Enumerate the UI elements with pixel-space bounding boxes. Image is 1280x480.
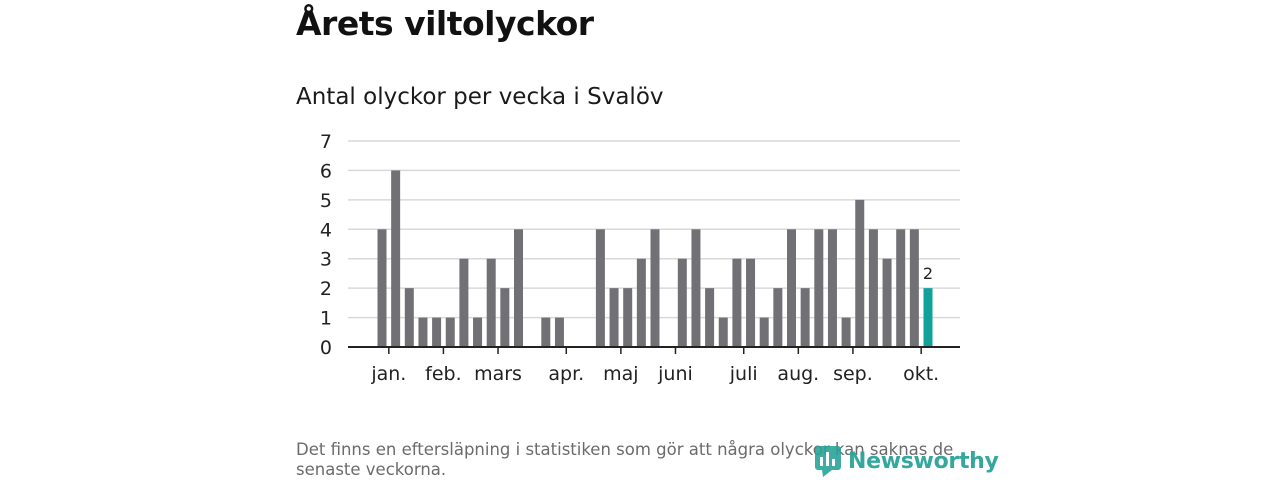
x-tick-label: mars (474, 363, 522, 385)
y-tick-label: 6 (320, 160, 332, 182)
bar (459, 258, 469, 347)
bar (377, 229, 387, 347)
newsworthy-chart-icon (815, 446, 841, 477)
bar-highlight (923, 288, 933, 347)
x-tick-label: okt. (903, 363, 939, 385)
x-tick-label: feb. (425, 363, 461, 385)
bar (623, 288, 633, 347)
bar (773, 288, 783, 347)
bar (609, 288, 619, 347)
bar (691, 229, 701, 347)
bar (868, 229, 878, 347)
bar (746, 258, 756, 347)
x-tick-label: maj (603, 363, 638, 385)
bar (827, 229, 837, 347)
bar (404, 288, 414, 347)
bar (718, 317, 728, 347)
bar (909, 229, 919, 347)
bar (787, 229, 796, 347)
logo-text: Newsworthy (848, 448, 999, 474)
data-labels: 2 (923, 264, 933, 283)
y-tick-label: 5 (320, 190, 332, 212)
x-axis-ticks: jan. feb. mars apr. maj juni juli aug. sep. okt. (370, 347, 939, 385)
bar (896, 229, 906, 347)
y-tick-label: 2 (320, 278, 332, 300)
bar (445, 317, 455, 347)
bars (348, 170, 960, 348)
x-tick-label: aug. (777, 363, 819, 385)
bar (500, 288, 510, 347)
bar (705, 288, 715, 347)
bar (473, 317, 483, 347)
bar (432, 317, 442, 347)
bar (732, 258, 742, 347)
footnote: Det finns en eftersläpning i statistiken… (296, 440, 954, 479)
bar (882, 258, 892, 347)
bar (418, 317, 428, 347)
x-tick-label: juli (729, 363, 758, 385)
bar (814, 229, 824, 347)
bar (800, 288, 810, 347)
bar (514, 229, 523, 347)
y-tick-label: 4 (320, 219, 332, 241)
y-axis-ticks: 0 1 2 3 4 5 6 7 (320, 131, 332, 359)
bar (554, 317, 564, 347)
bar (391, 170, 401, 347)
bar (541, 317, 551, 347)
bar (486, 258, 496, 347)
bar (595, 229, 605, 347)
x-tick-label: juni (657, 363, 693, 385)
bar (855, 199, 865, 347)
bar (650, 229, 660, 347)
y-tick-label: 0 (320, 337, 332, 359)
bar (759, 317, 769, 347)
y-tick-label: 3 (320, 249, 332, 271)
bar-chart: 0 1 2 3 4 5 6 7 2 jan. feb. mars apr. maj juni juli au… (320, 131, 960, 385)
bar-data-label: 2 (923, 264, 933, 283)
newsworthy-logo: Newsworthy (814, 444, 999, 478)
y-tick-label: 7 (320, 131, 332, 153)
bar (677, 258, 687, 347)
bar (636, 258, 646, 347)
page-title: Årets viltolyckor (296, 4, 594, 43)
bar (841, 317, 851, 347)
x-tick-label: apr. (548, 363, 584, 385)
y-tick-label: 1 (320, 308, 332, 330)
chart-title: Antal olyckor per vecka i Svalöv (296, 84, 664, 110)
x-tick-label: sep. (833, 363, 873, 385)
x-tick-label: jan. (370, 363, 406, 385)
